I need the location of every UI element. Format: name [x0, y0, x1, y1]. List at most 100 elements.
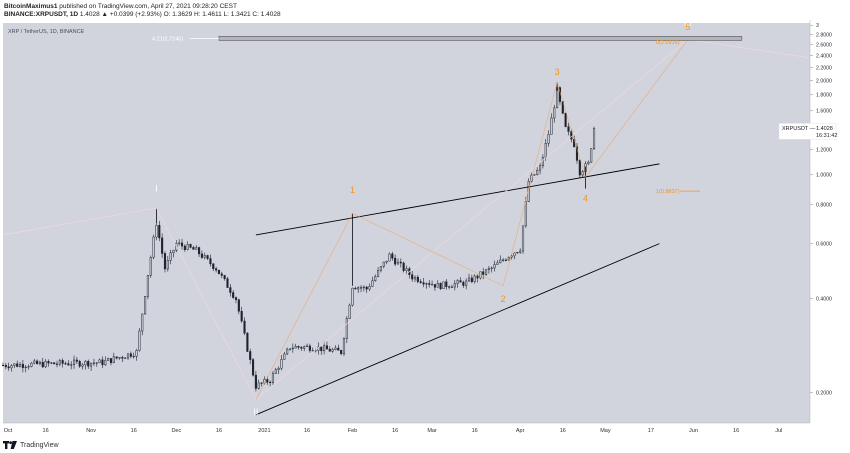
candle-body: [135, 350, 138, 357]
candle-body: [490, 267, 493, 269]
y-tick-label: 0.2000: [816, 391, 832, 397]
candle-body: [519, 250, 522, 253]
candle-body: [98, 359, 101, 364]
candle-body: [252, 359, 255, 376]
candle-body: [283, 353, 286, 360]
candle-body: [254, 374, 257, 389]
candle-body: [465, 280, 468, 286]
candle-body: [203, 255, 206, 258]
candle-body: [92, 362, 95, 364]
tradingview-logo-icon[interactable]: [3, 440, 17, 450]
candle-body: [413, 276, 417, 280]
x-axis-panel: [0, 423, 810, 438]
candle-body: [163, 253, 167, 270]
candle-body: [411, 274, 414, 280]
x-tick-label: 16: [304, 428, 310, 434]
symbol-name: BINANCE:XRPUSDT, 1D: [4, 11, 79, 18]
candle-body: [180, 242, 184, 247]
candle-body: [158, 225, 161, 239]
candle-body: [533, 174, 536, 176]
candle-body: [325, 345, 328, 350]
candle-body: [101, 359, 104, 366]
candle-body: [271, 373, 274, 383]
candle-body: [115, 356, 118, 359]
candle-body: [394, 257, 397, 265]
candle-body: [311, 350, 314, 352]
candle-body: [288, 348, 292, 350]
candle-body: [377, 270, 380, 277]
candle-body: [266, 378, 269, 383]
candle-body: [217, 269, 221, 275]
x-tick-label: 16: [216, 428, 222, 434]
candle-body: [385, 260, 388, 263]
x-tick-label: 2021: [258, 428, 270, 434]
chart-title: XRP / TetherUS, 1D, BINANCE: [8, 29, 85, 35]
candle-body: [297, 346, 300, 348]
author-name[interactable]: BitcoinMaximus1: [4, 3, 58, 10]
candle-body: [121, 357, 124, 359]
fib-level-label: 4.21(2.7240): [152, 36, 183, 42]
candle-body: [425, 283, 428, 285]
candle-body: [189, 244, 192, 248]
candle-body: [13, 363, 16, 366]
x-tick-label: 16: [131, 428, 137, 434]
candle-body: [428, 283, 431, 285]
candle-body: [357, 287, 360, 290]
y-tick-label: 2.0000: [816, 78, 832, 84]
candle-body: [419, 281, 422, 283]
candle-body: [399, 261, 402, 264]
candle-body: [149, 257, 152, 276]
candle-body: [482, 271, 485, 275]
candle-body: [348, 304, 351, 319]
candle-body: [90, 362, 93, 367]
price-chart[interactable]: 4.21(2.7240)0(2.6916)1(0.8837)IIIIII1234…: [0, 20, 850, 438]
candle-body: [112, 356, 115, 363]
x-tick-label: May: [600, 428, 611, 434]
fib-level-label: 1(0.8837): [656, 189, 680, 195]
candle-body: [141, 313, 144, 332]
wave-path: [255, 39, 689, 400]
y-tick-label: 2.2000: [816, 65, 832, 71]
candle-body: [41, 361, 44, 368]
candle-body: [18, 364, 22, 367]
wave-label: I: [155, 184, 158, 194]
candle-body: [183, 245, 186, 250]
candle-body: [257, 382, 260, 389]
candle-body: [504, 259, 508, 261]
footer-brand: TradingView: [20, 441, 59, 449]
candle-body: [581, 171, 584, 176]
candle-body: [27, 366, 30, 368]
candle-body: [382, 261, 385, 267]
candle-body: [396, 261, 400, 265]
candle-body: [109, 358, 113, 363]
y-tick-label: 1.8000: [816, 93, 832, 99]
candle-body: [368, 286, 371, 290]
candle-body: [351, 287, 354, 306]
candle-body: [575, 146, 579, 161]
candle-body: [55, 363, 59, 365]
x-tick-label: 16: [392, 428, 398, 434]
candle-body: [291, 347, 294, 350]
candle-body: [10, 365, 13, 369]
candle-body: [365, 286, 368, 290]
candle-body: [58, 360, 61, 365]
candle-body: [220, 273, 223, 276]
candle-body: [567, 126, 570, 132]
candle-body: [87, 360, 90, 367]
plot-background: [3, 23, 810, 423]
candle-body: [592, 128, 596, 149]
candle-body: [237, 299, 240, 312]
x-tick-label: Oct: [4, 428, 13, 434]
candle-body: [524, 201, 527, 227]
candle-body: [240, 310, 243, 322]
symbol-info: BINANCE:XRPUSDT, 1D 1.4028 ▲ +0.0399 (+2…: [4, 11, 281, 18]
candle-body: [388, 253, 391, 262]
y-axis-panel: [810, 20, 850, 438]
wave-label: III: [684, 20, 692, 27]
candle-body: [354, 287, 357, 290]
candle-body: [195, 247, 198, 250]
candle-body: [439, 282, 442, 289]
candle-body: [286, 348, 289, 355]
x-tick-label: Mar: [427, 428, 437, 434]
candle-body: [345, 318, 348, 339]
